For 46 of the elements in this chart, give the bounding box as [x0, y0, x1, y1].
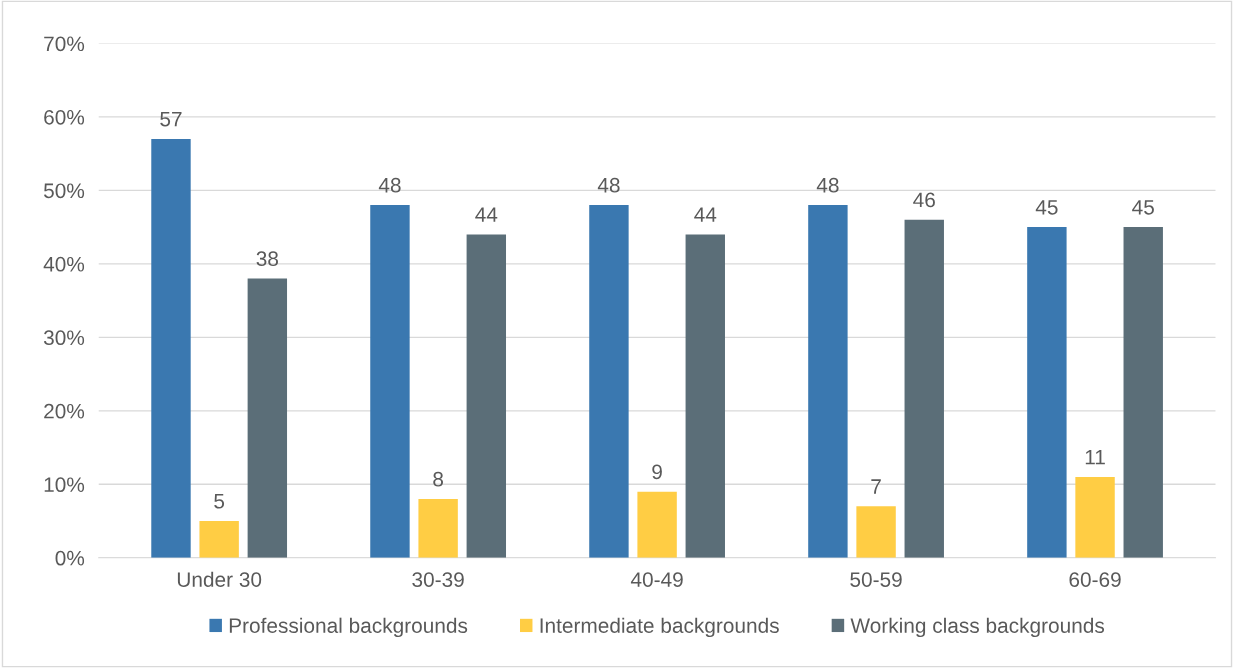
x-tick-label: Under 30 [177, 571, 262, 587]
legend-label: Professional backgrounds [229, 617, 468, 638]
bar [637, 491, 677, 558]
data-label: 11 [1085, 449, 1105, 465]
data-label: 45 [1035, 200, 1058, 215]
bar [685, 234, 725, 558]
bar [808, 205, 848, 558]
y-tick-label: 60% [44, 109, 85, 125]
y-tick-label: 40% [43, 256, 85, 272]
data-label: 7 [871, 479, 881, 494]
bar [247, 278, 288, 558]
bar [418, 499, 458, 558]
x-tick-label: 50-59 [850, 572, 902, 587]
bar [589, 205, 629, 558]
data-label: 48 [597, 177, 620, 193]
x-tick-label: 40-49 [630, 572, 683, 587]
y-tick-label: 30% [43, 330, 85, 346]
data-label: 44 [694, 207, 717, 222]
bar [1027, 227, 1067, 558]
legend-label: Intermediate backgrounds [540, 617, 779, 638]
data-label: 8 [433, 471, 444, 487]
bar [199, 521, 239, 558]
y-tick-label: 10% [44, 477, 85, 493]
y-tick-label: 50% [43, 183, 85, 199]
data-label: 5 [214, 494, 225, 509]
data-label: 45 [1132, 200, 1154, 215]
y-tick-label: 0% [55, 550, 85, 566]
bar [904, 219, 944, 558]
data-label: 9 [652, 464, 662, 480]
y-tick-label: 20% [44, 403, 85, 419]
legend-label: Working class backgrounds [850, 617, 1105, 638]
data-label: 38 [256, 251, 279, 267]
bar [1123, 227, 1163, 558]
x-tick-label: 30-39 [412, 572, 464, 587]
bar [1075, 476, 1115, 558]
bar [856, 506, 896, 558]
x-tick-label: 60-69 [1069, 572, 1121, 587]
data-label: 48 [378, 177, 401, 193]
bar [151, 138, 191, 558]
bar [370, 205, 410, 558]
data-label: 57 [160, 111, 182, 127]
data-label: 46 [913, 192, 935, 208]
data-label: 44 [475, 207, 498, 222]
data-label: 48 [816, 177, 839, 193]
bar [466, 234, 507, 558]
y-tick-label: 70% [44, 36, 85, 52]
